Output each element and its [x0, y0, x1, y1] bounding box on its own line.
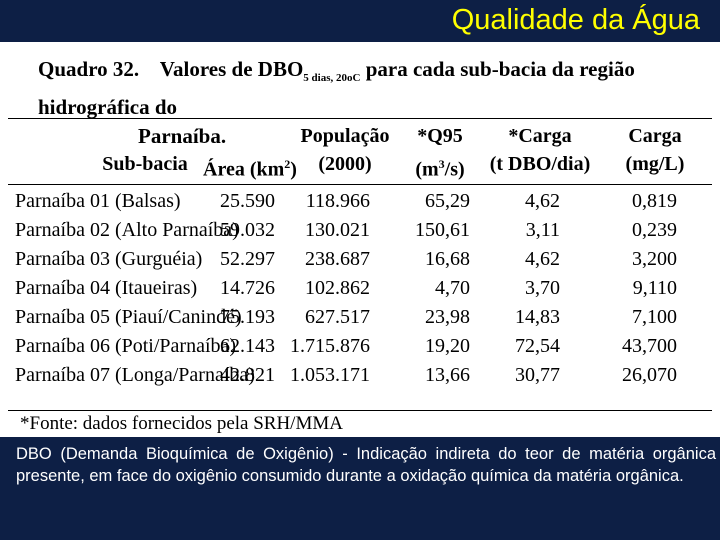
table-cell: 16,68: [425, 248, 470, 270]
column-header: População (2000): [265, 122, 425, 178]
row-label: Parnaíba 07 (Longa/Parnaíba): [15, 364, 255, 386]
header-line: (mg/L): [575, 150, 720, 178]
column-header: Área (km2): [170, 150, 330, 184]
table-cell: 0,819: [632, 190, 677, 212]
table-cell: 3,200: [632, 248, 677, 270]
table-cell: 14.726: [220, 277, 275, 299]
table-rule: [8, 118, 712, 119]
table-cell: 627.517: [305, 306, 370, 328]
table-cell: 62.143: [220, 335, 275, 357]
table-cell: 65,29: [425, 190, 470, 212]
table-cell: 1.715.876: [290, 335, 370, 357]
header-text: População: [300, 125, 390, 147]
header-text: *Q95: [417, 125, 463, 147]
table-cell: 43,700: [622, 335, 677, 357]
table-cell: 4,62: [525, 248, 560, 270]
slide-title: Qualidade da Água: [451, 4, 700, 36]
table-cell: 9,110: [632, 277, 677, 299]
table-cell: 30,77: [515, 364, 560, 386]
title-bar: Qualidade da Água: [0, 0, 720, 42]
header-line: (2000): [265, 150, 425, 178]
body-text: DBO (Demanda Bioquímica de Oxigênio) - I…: [16, 445, 716, 485]
table-caption: Quadro 32. Valores de DBO5 dias, 20oC pa…: [38, 55, 688, 151]
row-label: Parnaíba 05 (Piauí/Canindé): [15, 306, 242, 328]
header-line: População: [265, 122, 425, 150]
header-text: *Carga: [508, 125, 572, 147]
table-rule: [8, 410, 712, 411]
caption-subscript: 5 dias, 20oC: [303, 72, 361, 85]
table-cell: 0,239: [632, 219, 677, 241]
table-cell: 72,54: [515, 335, 560, 357]
table-cell: 25.590: [220, 190, 275, 212]
header-text: (2000): [318, 153, 372, 175]
caption-text: Valores de DBO: [159, 57, 304, 81]
header-line: *Q95: [360, 122, 520, 150]
table-cell: 13,66: [425, 364, 470, 386]
table-cell: 75.193: [220, 306, 275, 328]
header-text: (t DBO/dia): [489, 153, 591, 175]
header-line: *Carga: [460, 122, 620, 150]
table-cell: 52.297: [220, 248, 275, 270]
row-label: Parnaíba 04 (Itaueiras): [15, 277, 198, 299]
table-rule: [8, 184, 712, 185]
header-text: Sub-bacia: [102, 153, 188, 175]
table-cell: 19,20: [425, 335, 470, 357]
row-label: Parnaíba 01 (Balsas): [15, 190, 181, 212]
header-line: Carga: [575, 122, 720, 150]
caption-text: Parnaíba.: [138, 124, 227, 149]
text-panel: DBO (Demanda Bioquímica de Oxigênio) - I…: [0, 437, 720, 540]
header-line: Sub-bacia: [65, 150, 225, 178]
table-cell: 7,100: [632, 306, 677, 328]
table-cell: 118.966: [305, 190, 370, 212]
header-text: (mg/L): [625, 153, 685, 175]
table-cell: 26,070: [622, 364, 677, 386]
header-text: 3: [438, 157, 445, 171]
header-text: ): [290, 158, 297, 181]
caption-text: para cada sub-bacia da região hidrográfi…: [38, 57, 635, 120]
table-cell: 23,98: [425, 306, 470, 328]
column-header: Carga (mg/L): [575, 122, 720, 178]
table-cell: 59.032: [220, 219, 275, 241]
table-cell: 130.021: [305, 219, 370, 241]
caption-label: Quadro 32.: [38, 57, 140, 81]
header-line: (t DBO/dia): [460, 150, 620, 178]
table-cell: 238.687: [305, 248, 370, 270]
column-header: *Q95 (m3/s): [360, 122, 520, 184]
table-cell: 14,83: [515, 306, 560, 328]
table-cell: 3,70: [525, 277, 560, 299]
table-cell: 3,11: [525, 219, 560, 241]
table-cell: 102.862: [305, 277, 370, 299]
header-text: /s): [444, 158, 465, 181]
column-header: Sub-bacia: [65, 150, 225, 178]
table-cell: 42.821: [220, 364, 275, 386]
table-cell: 4,70: [435, 277, 470, 299]
row-label: Parnaíba 03 (Gurguéia): [15, 248, 203, 270]
row-label: Parnaíba 06 (Poti/Parnaíba): [15, 335, 237, 357]
header-line: Área (km2): [170, 150, 330, 184]
table-cell: 4,62: [525, 190, 560, 212]
table-cell: 1.053.171: [290, 364, 370, 386]
header-line: (m3/s): [360, 150, 520, 184]
column-header: *Carga (t DBO/dia): [460, 122, 620, 178]
header-text: 2: [284, 157, 291, 171]
header-text: Área (km: [203, 158, 285, 181]
table-footnote: *Fonte: dados fornecidos pela SRH/MMA: [20, 413, 343, 434]
header-text: (m: [415, 158, 439, 181]
row-label: Parnaíba 02 (Alto Parnaíba): [15, 219, 239, 241]
header-text: Carga: [628, 125, 682, 147]
table-cell: 150,61: [415, 219, 470, 241]
